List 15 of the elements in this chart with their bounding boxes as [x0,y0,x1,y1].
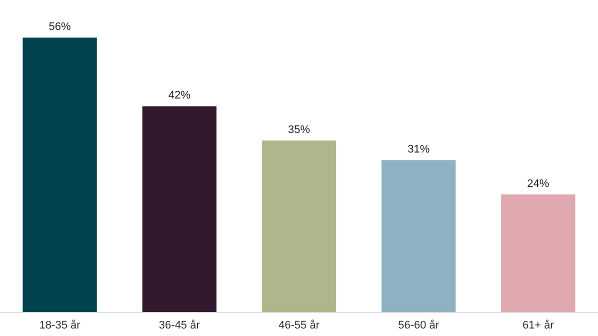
bar [262,140,336,312]
x-tick-label: 36-45 år [158,320,200,332]
data-label: 42% [168,90,191,102]
data-label: 35% [288,124,310,136]
data-label: 31% [408,144,430,156]
bar [142,106,216,312]
x-tick-label: 56-60 år [398,320,440,332]
bar [22,38,97,312]
bar [501,194,576,312]
data-label: 56% [48,21,72,34]
x-tick-label: 46-55 år [278,320,320,332]
x-tick-label: 18-35 år [39,320,81,332]
x-tick-label: 61+ år [522,320,554,332]
data-label: 24% [527,178,550,190]
bar [382,160,456,312]
